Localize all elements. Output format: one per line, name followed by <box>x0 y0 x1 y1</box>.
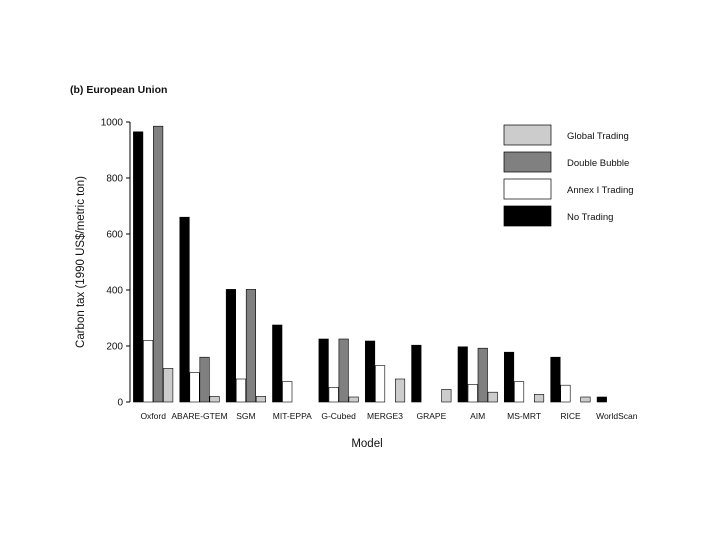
y-tick-label: 600 <box>106 230 123 241</box>
legend-label: Annex I Trading <box>567 185 634 196</box>
legend-label: No Trading <box>567 212 613 223</box>
bar-global-trading <box>441 389 452 403</box>
bar-global-trading <box>348 396 359 403</box>
bar-double-bubble <box>199 356 210 403</box>
x-tick-label: Oxford <box>140 411 166 421</box>
bar-no-trading <box>225 289 236 403</box>
bar-global-trading <box>163 368 174 403</box>
y-tick-label: 0 <box>117 398 123 409</box>
x-tick-label: GRAPE <box>417 411 447 421</box>
y-axis: 0 200 400 600 800 1000 <box>101 118 131 409</box>
bar-no-trading <box>596 396 607 403</box>
legend-swatch <box>503 151 552 173</box>
bar-double-bubble <box>338 338 349 403</box>
y-tick-label: 800 <box>106 174 123 185</box>
bar-global-trading <box>394 378 406 403</box>
x-tick-label: MIT-EPPA <box>273 411 312 421</box>
bar-annex-i-trading <box>560 384 571 403</box>
bar-annex-i-trading <box>189 372 200 403</box>
bar-no-trading <box>318 338 329 403</box>
legend: Global Trading Double Bubble Annex I Tradi… <box>503 124 634 227</box>
x-tick-label: AIM <box>470 411 485 421</box>
x-tick-label: RICE <box>560 411 581 421</box>
y-tick-label: 200 <box>106 342 123 353</box>
bar-annex-i-trading <box>235 378 246 403</box>
bar-annex-i-trading <box>467 384 478 403</box>
y-tick-label: 400 <box>106 286 123 297</box>
x-tick-label: ABARE-GTEM <box>171 411 227 421</box>
bar-global-trading <box>209 396 220 403</box>
bar-annex-i-trading <box>374 365 386 403</box>
x-tick-label: MERGE3 <box>367 411 403 421</box>
chart-subtitle: (b) European Union <box>70 84 167 96</box>
legend-label: Global Trading <box>567 131 629 142</box>
bar-annex-i-trading <box>328 387 339 403</box>
bar-no-trading <box>411 344 422 403</box>
bar-no-trading <box>457 346 468 403</box>
x-tick-labels: Oxford ABARE-GTEM SGM MIT-EPPA G-Cubed MERGE3… <box>140 411 637 421</box>
legend-swatch <box>503 124 552 146</box>
bar-annex-i-trading <box>282 381 293 403</box>
legend-swatch <box>503 205 552 227</box>
bar-double-bubble <box>245 289 256 403</box>
bar-no-trading <box>133 131 144 403</box>
bar-no-trading <box>364 340 376 403</box>
x-tick-label: WorldScan <box>596 411 638 421</box>
bar-global-trading <box>487 391 498 403</box>
x-tick-label: MS-MRT <box>507 411 541 421</box>
x-tick-label: SGM <box>236 411 255 421</box>
bars <box>133 125 607 403</box>
x-tick-label: G-Cubed <box>321 411 356 421</box>
bar-no-trading <box>503 351 515 403</box>
x-axis-title: Model <box>351 438 382 450</box>
legend-swatch <box>503 178 552 200</box>
bar-global-trading <box>255 396 267 403</box>
bar-double-bubble <box>153 125 164 403</box>
bar-global-trading <box>580 396 591 403</box>
bar-global-trading <box>533 394 545 403</box>
y-axis-title: Carbon tax (1990 US$/metric ton) <box>75 176 87 348</box>
bar-no-trading <box>272 324 283 403</box>
bar-double-bubble <box>477 347 488 403</box>
bar-no-trading <box>550 356 561 403</box>
bar-annex-i-trading <box>513 381 525 403</box>
legend-label: Double Bubble <box>567 158 629 169</box>
y-tick-label: 1000 <box>101 118 124 129</box>
bar-annex-i-trading <box>143 340 154 403</box>
bar-no-trading <box>179 216 190 403</box>
